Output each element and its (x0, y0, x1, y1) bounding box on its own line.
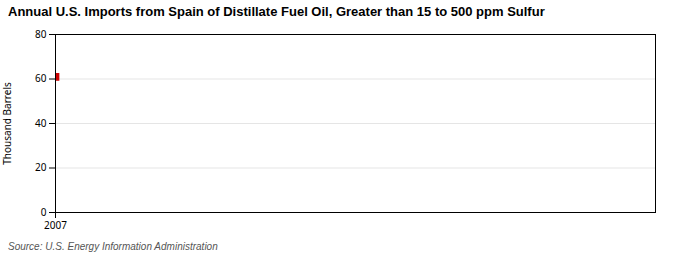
svg-text:60: 60 (35, 71, 47, 85)
svg-text:80: 80 (35, 27, 47, 41)
svg-text:Thousand Barrels: Thousand Barrels (0, 82, 14, 165)
svg-text:40: 40 (35, 116, 47, 130)
svg-text:2007: 2007 (44, 218, 67, 232)
svg-text:0: 0 (41, 205, 47, 219)
svg-text:20: 20 (35, 160, 47, 174)
html-text:Source: U.S. Energy Informatio: Source: U.S. Energy Information Administ… (8, 241, 218, 252)
html-text:Annual U.S. Imports from Spain: Annual U.S. Imports from Spain of Distil… (8, 4, 545, 19)
